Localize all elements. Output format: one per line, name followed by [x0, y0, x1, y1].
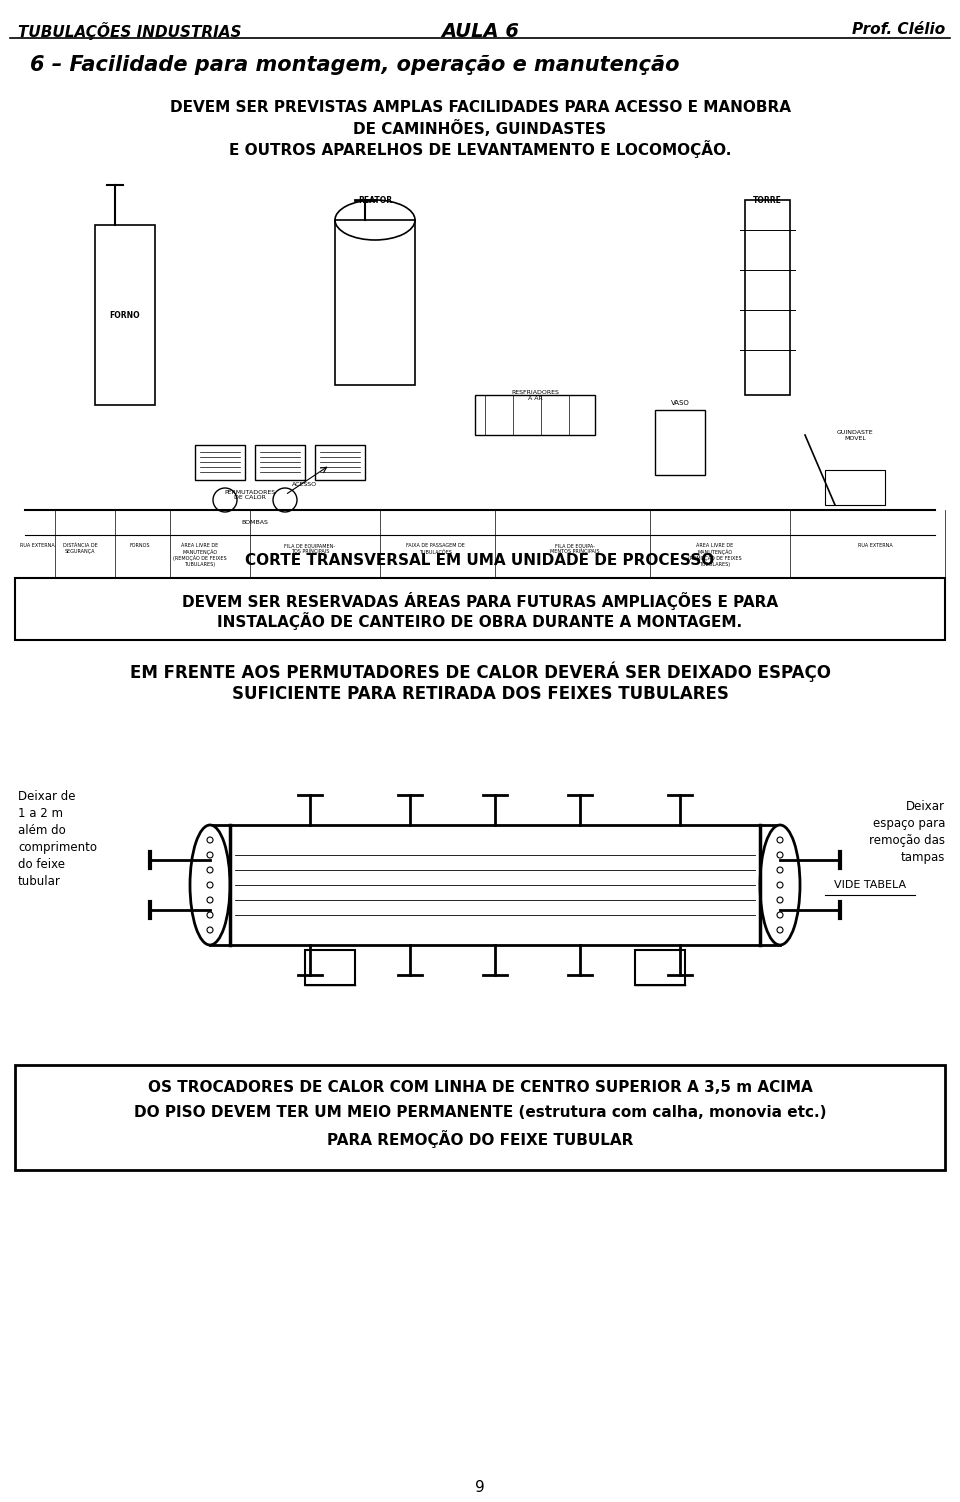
- Text: 6 – Facilidade para montagem, operação e manutenção: 6 – Facilidade para montagem, operação e…: [30, 56, 680, 75]
- FancyBboxPatch shape: [15, 578, 945, 640]
- Bar: [825, 470, 885, 505]
- Text: ÁREA LIVRE DE
MANUTENÇÃO
(REMOÇÃO DE FEIXES
TUBULARES): ÁREA LIVRE DE MANUTENÇÃO (REMOÇÃO DE FEI…: [688, 544, 742, 566]
- Circle shape: [777, 882, 783, 888]
- Bar: [15, 176, 945, 545]
- Text: RESFRIADORES
A AR: RESFRIADORES A AR: [511, 391, 559, 401]
- Text: GUINDASTE
MOVEL: GUINDASTE MOVEL: [837, 430, 874, 440]
- Text: RUA EXTERNA: RUA EXTERNA: [19, 544, 55, 548]
- Text: Deixar de
1 a 2 m
além do
comprimento
do feixe
tubular: Deixar de 1 a 2 m além do comprimento do…: [18, 790, 97, 888]
- Text: TORRE: TORRE: [753, 195, 781, 204]
- Text: RUA EXTERNA: RUA EXTERNA: [857, 544, 893, 548]
- Text: OS TROCADORES DE CALOR COM LINHA DE CENTRO SUPERIOR A 3,5 m ACIMA: OS TROCADORES DE CALOR COM LINHA DE CENT…: [148, 1080, 812, 1095]
- Text: FORNO: FORNO: [109, 311, 140, 320]
- Text: DO PISO DEVEM TER UM MEIO PERMANENTE (estrutura com calha, monovia etc.): DO PISO DEVEM TER UM MEIO PERMANENTE (es…: [133, 1105, 827, 1120]
- Text: FORNOS: FORNOS: [130, 544, 151, 548]
- Circle shape: [777, 912, 783, 918]
- Text: DEVEM SER PREVISTAS AMPLAS FACILIDADES PARA ACESSO E MANOBRA: DEVEM SER PREVISTAS AMPLAS FACILIDADES P…: [170, 101, 790, 116]
- Text: FAIXA DE PASSAGEM DE
TUBULAÇÕES: FAIXA DE PASSAGEM DE TUBULAÇÕES: [405, 544, 465, 554]
- Circle shape: [777, 897, 783, 903]
- Bar: [335, 219, 415, 385]
- Bar: [255, 445, 305, 481]
- Text: 9: 9: [475, 1479, 485, 1494]
- Text: Deixar
espaço para
remoção das
tampas: Deixar espaço para remoção das tampas: [869, 801, 945, 864]
- Circle shape: [207, 927, 213, 933]
- Circle shape: [207, 837, 213, 843]
- Text: E OUTROS APARELHOS DE LEVANTAMENTO E LOCOMOÇÃO.: E OUTROS APARELHOS DE LEVANTAMENTO E LOC…: [228, 140, 732, 158]
- Bar: [635, 949, 685, 985]
- Circle shape: [777, 852, 783, 858]
- Text: DE CAMINHÕES, GUINDASTES: DE CAMINHÕES, GUINDASTES: [353, 120, 607, 137]
- Text: VASO: VASO: [671, 400, 689, 406]
- Text: PARA REMOÇÃO DO FEIXE TUBULAR: PARA REMOÇÃO DO FEIXE TUBULAR: [326, 1130, 634, 1148]
- Circle shape: [777, 927, 783, 933]
- Circle shape: [207, 852, 213, 858]
- Text: REATOR: REATOR: [358, 195, 392, 204]
- Text: TUBULAÇÕES INDUSTRIAS: TUBULAÇÕES INDUSTRIAS: [18, 23, 242, 41]
- Text: ÁREA LIVRE DE
MANUTENÇÃO
(REMOÇÃO DE FEIXES
TUBULARES): ÁREA LIVRE DE MANUTENÇÃO (REMOÇÃO DE FEI…: [173, 544, 227, 566]
- Bar: [475, 395, 595, 436]
- FancyBboxPatch shape: [15, 1065, 945, 1170]
- Ellipse shape: [190, 825, 230, 945]
- Ellipse shape: [760, 825, 800, 945]
- Text: BOMBAS: BOMBAS: [242, 520, 269, 526]
- Circle shape: [777, 867, 783, 873]
- Bar: [315, 445, 365, 481]
- Bar: [655, 410, 705, 475]
- Text: DISTÂNCIA DE
SEGURANÇA: DISTÂNCIA DE SEGURANÇA: [62, 544, 97, 554]
- Text: ACESSO: ACESSO: [293, 482, 318, 488]
- Bar: [95, 225, 155, 406]
- Circle shape: [207, 867, 213, 873]
- Text: INSTALAÇÃO DE CANTEIRO DE OBRA DURANTE A MONTAGEM.: INSTALAÇÃO DE CANTEIRO DE OBRA DURANTE A…: [217, 611, 743, 629]
- Text: CORTE TRANSVERSAL EM UMA UNIDADE DE PROCESSO: CORTE TRANSVERSAL EM UMA UNIDADE DE PROC…: [246, 553, 714, 568]
- Text: EM FRENTE AOS PERMUTADORES DE CALOR DEVERÁ SER DEIXADO ESPAÇO: EM FRENTE AOS PERMUTADORES DE CALOR DEVE…: [130, 662, 830, 682]
- Bar: [305, 949, 355, 985]
- Text: AULA 6: AULA 6: [441, 23, 519, 41]
- Bar: [210, 825, 780, 945]
- Text: SUFICIENTE PARA RETIRADA DOS FEIXES TUBULARES: SUFICIENTE PARA RETIRADA DOS FEIXES TUBU…: [231, 685, 729, 703]
- Text: DEVEM SER RESERVADAS ÁREAS PARA FUTURAS AMPLIAÇÕES E PARA: DEVEM SER RESERVADAS ÁREAS PARA FUTURAS …: [182, 592, 778, 610]
- Text: FILA DE EQUIPA-
MENTOS PRINCIPAIS: FILA DE EQUIPA- MENTOS PRINCIPAIS: [550, 544, 600, 554]
- Text: VIDE TABELA: VIDE TABELA: [834, 880, 906, 891]
- Circle shape: [777, 837, 783, 843]
- Text: FILA DE EQUIPAMEN-
TOS PRINCIPAIS: FILA DE EQUIPAMEN- TOS PRINCIPAIS: [284, 544, 336, 554]
- Text: PERMUTADORES
DE CALOR: PERMUTADORES DE CALOR: [225, 490, 276, 500]
- Bar: [745, 200, 790, 395]
- Text: Prof. Clélio: Prof. Clélio: [852, 23, 945, 38]
- Circle shape: [207, 882, 213, 888]
- Circle shape: [207, 897, 213, 903]
- Circle shape: [207, 912, 213, 918]
- Bar: [195, 445, 245, 481]
